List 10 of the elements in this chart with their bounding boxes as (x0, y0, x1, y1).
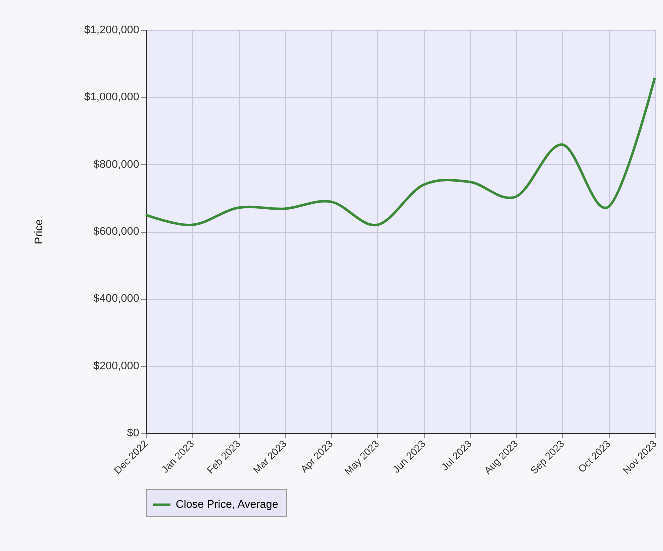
y-tick-label: $0 (127, 428, 140, 440)
y-tick-label: $400,000 (94, 293, 140, 306)
y-tick-label: $200,000 (94, 360, 140, 372)
y-tick-label: $800,000 (94, 158, 140, 171)
y-tick-label: $1,000,000 (84, 92, 140, 104)
y-axis-title: Price (33, 219, 46, 245)
y-tick-label: $1,200,000 (84, 24, 140, 36)
legend-label: Close Price, Average (176, 499, 279, 511)
line-series (144, 76, 656, 226)
y-tick-label: $600,000 (94, 226, 140, 238)
